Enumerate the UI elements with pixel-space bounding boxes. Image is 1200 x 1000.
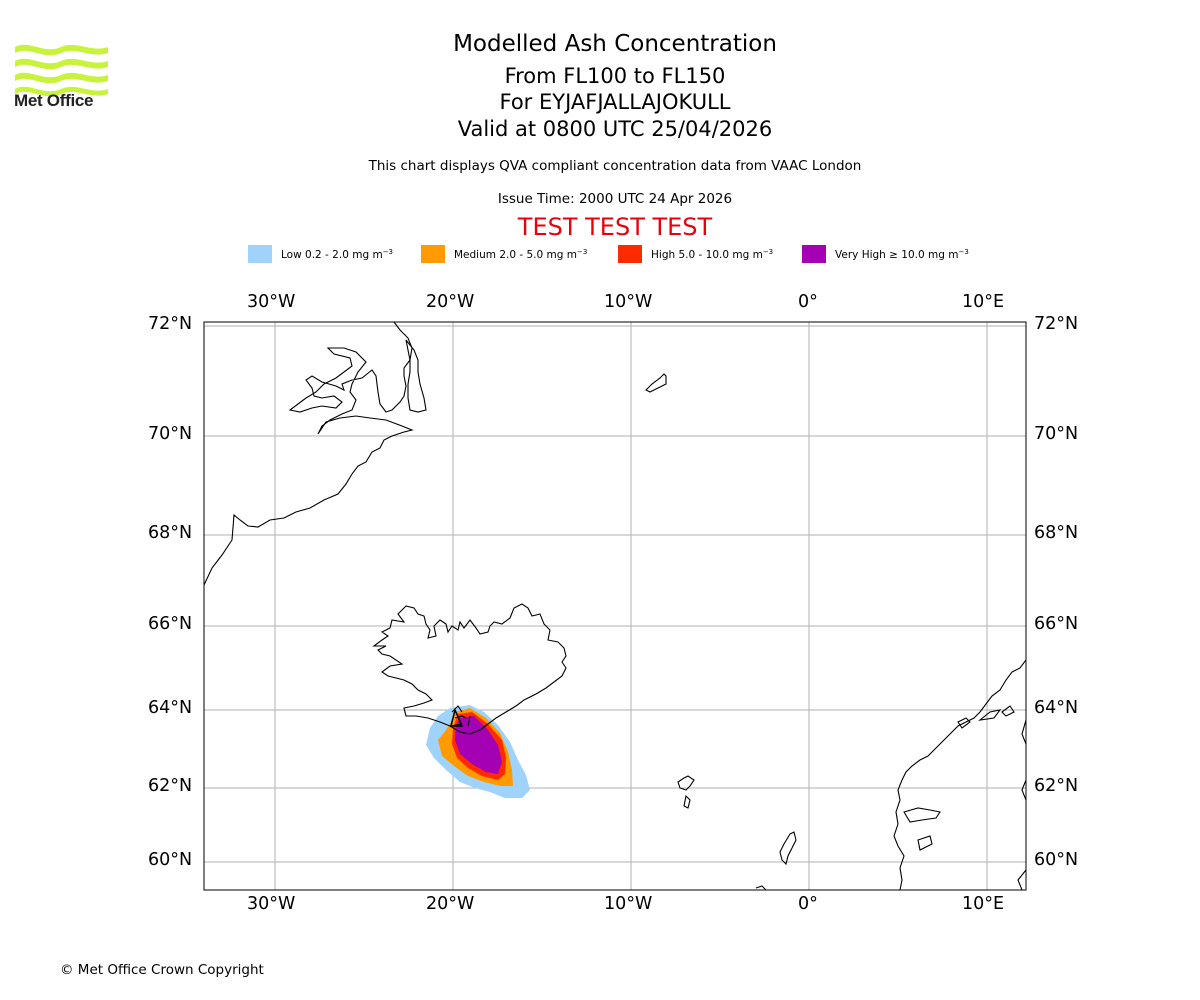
lat-label-right-66n: 66°N xyxy=(1034,614,1079,634)
lat-label-right-60n: 60°N xyxy=(1034,850,1079,870)
lat-label-left-62n: 62°N xyxy=(148,776,193,796)
legend-item-low: Low 0.2 - 2.0 mg m−3 xyxy=(248,244,393,264)
met-office-logo-icon xyxy=(15,44,108,97)
brand-name: Met Office xyxy=(14,91,94,110)
lon-label-bottom-30w: 30°W xyxy=(247,894,296,914)
lon-label-bottom-0: 0° xyxy=(798,894,818,914)
legend-item-very-high: Very High ≥ 10.0 mg m−3 xyxy=(802,244,969,264)
coast-iceland xyxy=(372,603,567,735)
ash-very-high xyxy=(455,716,502,774)
coast-greenland xyxy=(204,322,414,586)
lat-label-left-72n: 72°N xyxy=(148,314,193,334)
lon-label-top-10w: 10°W xyxy=(604,292,653,312)
coast-shetland xyxy=(755,831,797,890)
lat-label-right-70n: 70°N xyxy=(1034,424,1079,444)
legend-label-high: High 5.0 - 10.0 mg m−3 xyxy=(651,247,774,261)
lat-label-left-64n: 64°N xyxy=(148,698,193,718)
volcano-symbol xyxy=(450,707,464,727)
lon-label-top-0: 0° xyxy=(798,292,818,312)
coast-norway xyxy=(893,659,1026,890)
chart-title: Modelled Ash Concentration xyxy=(453,31,777,57)
lon-label-bottom-10e: 10°E xyxy=(962,894,1005,914)
lon-label-bottom-20w: 20°W xyxy=(426,894,475,914)
copyright: © Met Office Crown Copyright xyxy=(60,962,264,978)
legend-swatch-high xyxy=(618,245,642,263)
test-banner: TEST TEST TEST xyxy=(517,213,713,241)
lon-label-bottom-10w: 10°W xyxy=(604,894,653,914)
lat-label-left-60n: 60°N xyxy=(148,850,193,870)
lon-label-top-20w: 20°W xyxy=(426,292,475,312)
lon-label-top-10e: 10°E xyxy=(962,292,1005,312)
legend-item-high: High 5.0 - 10.0 mg m−3 xyxy=(618,244,773,264)
coast-jan-mayen xyxy=(645,373,667,393)
lat-label-right-62n: 62°N xyxy=(1034,776,1079,796)
issue-time: Issue Time: 2000 UTC 24 Apr 2026 xyxy=(497,191,733,207)
legend-swatch-low xyxy=(248,245,272,263)
valid-time: Valid at 0800 UTC 25/04/2026 xyxy=(457,117,773,141)
lat-label-right-64n: 64°N xyxy=(1034,698,1079,718)
legend-label-very-high: Very High ≥ 10.0 mg m−3 xyxy=(835,247,969,261)
flight-levels: From FL100 to FL150 xyxy=(504,64,726,88)
lat-label-right-68n: 68°N xyxy=(1034,523,1079,543)
lat-label-right-72n: 72°N xyxy=(1034,314,1079,334)
lat-label-left-66n: 66°N xyxy=(148,614,193,634)
legend-item-medium: Medium 2.0 - 5.0 mg m−3 xyxy=(421,244,587,264)
coast-faroe xyxy=(677,775,695,809)
legend-label-low: Low 0.2 - 2.0 mg m−3 xyxy=(281,247,394,261)
volcano-name: For EYJAFJALLAJOKULL xyxy=(499,90,731,114)
map-gridlines xyxy=(204,322,1026,890)
coastlines xyxy=(204,322,1026,890)
legend-label-medium: Medium 2.0 - 5.0 mg m−3 xyxy=(454,247,588,261)
lat-label-left-68n: 68°N xyxy=(148,523,193,543)
lat-label-left-70n: 70°N xyxy=(148,424,193,444)
lon-label-top-30w: 30°W xyxy=(247,292,296,312)
legend-swatch-very-high xyxy=(802,245,826,263)
map-frame xyxy=(203,321,1027,891)
legend-swatch-medium xyxy=(421,245,445,263)
volcano-marker xyxy=(449,705,471,727)
chart-description: This chart displays QVA compliant concen… xyxy=(368,158,862,174)
